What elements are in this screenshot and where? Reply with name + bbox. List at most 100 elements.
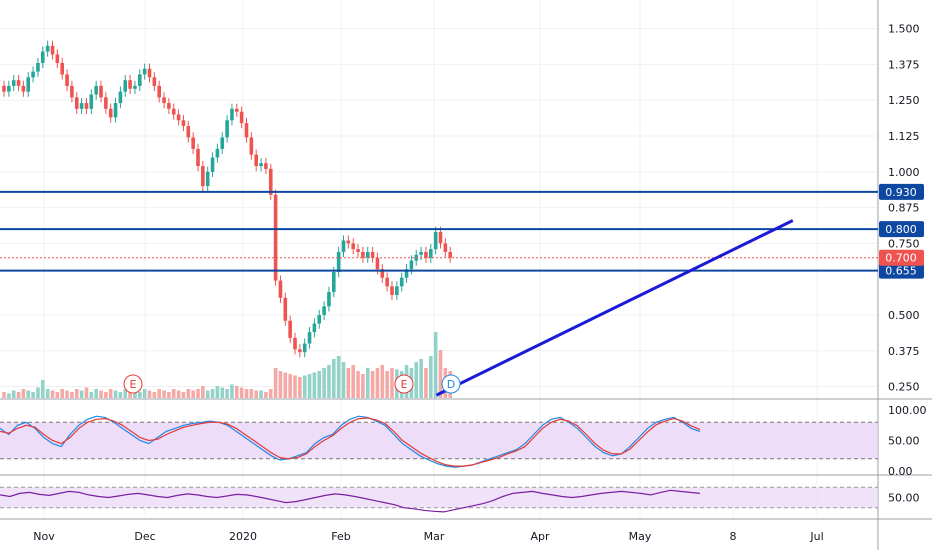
event-marker-e-1[interactable] xyxy=(394,374,414,394)
volume-bar-12 xyxy=(60,389,64,398)
candle-body-9 xyxy=(45,45,50,52)
candle-body-55 xyxy=(268,168,273,195)
level-tag-2 xyxy=(879,262,924,279)
time-tick-5: Apr xyxy=(530,530,550,543)
candle-body-40 xyxy=(196,148,200,167)
candle-body-80 xyxy=(390,286,394,295)
candle-body-73 xyxy=(356,249,360,252)
level-label-0: 0.930 xyxy=(885,186,917,199)
time-tick-6: May xyxy=(629,530,652,543)
event-marker-e-0[interactable] xyxy=(123,374,143,394)
volume-bar-52 xyxy=(254,390,258,398)
volume-bar-20 xyxy=(99,390,103,398)
volume-bar-26 xyxy=(128,390,132,398)
candle-body-60 xyxy=(293,337,297,350)
volume-bar-61 xyxy=(298,377,302,398)
candle-body-15 xyxy=(74,97,79,109)
volume-bar-9 xyxy=(45,389,50,398)
volume-bar-39 xyxy=(191,390,195,398)
volume-bar-41 xyxy=(201,386,205,398)
volume-bar-44 xyxy=(215,386,220,398)
volume-bar-55 xyxy=(268,389,273,398)
candle-body-7 xyxy=(36,62,40,72)
volume-bar-32 xyxy=(157,389,161,398)
candle-body-51 xyxy=(249,137,254,155)
candle-body-53 xyxy=(259,163,263,167)
candle-body-38 xyxy=(186,125,191,138)
volume-bar-35 xyxy=(171,389,176,398)
volume-bar-7 xyxy=(36,387,40,398)
price-tick-1: 1.375 xyxy=(888,58,920,71)
price-tick-5: 0.875 xyxy=(888,202,920,215)
time-tick-8: Jul xyxy=(809,530,823,543)
volume-bar-23 xyxy=(113,390,118,398)
candle-body-41 xyxy=(201,166,205,187)
volume-bar-54 xyxy=(264,392,268,398)
price-tick-8: 0.375 xyxy=(888,345,920,358)
event-marker-d-2[interactable] xyxy=(441,374,461,394)
level-tag-1 xyxy=(879,221,924,238)
candle-body-23 xyxy=(113,103,118,118)
volume-bar-70 xyxy=(341,362,346,398)
candle-body-3 xyxy=(16,80,21,86)
trendline xyxy=(435,219,794,397)
candle-body-68 xyxy=(332,272,336,293)
stoch-line-0 xyxy=(0,415,701,468)
volume-bar-21 xyxy=(104,392,108,398)
candle-body-5 xyxy=(26,77,31,92)
volume-bar-48 xyxy=(235,386,239,398)
volume-bar-33 xyxy=(162,390,166,398)
volume-bar-14 xyxy=(70,392,74,398)
candle-body-56 xyxy=(273,194,278,281)
candle-body-67 xyxy=(327,292,331,307)
candle-body-29 xyxy=(142,68,147,75)
volume-bar-25 xyxy=(123,389,128,398)
volume-bar-74 xyxy=(361,374,365,398)
stoch-band-fill xyxy=(0,422,878,459)
candle-body-27 xyxy=(133,85,137,89)
rsi-panel: 50.00 xyxy=(0,486,920,513)
volume-bar-28 xyxy=(138,392,142,398)
candle-body-49 xyxy=(239,111,244,124)
candle-body-34 xyxy=(167,103,171,109)
candle-body-1 xyxy=(7,85,11,92)
candle-body-50 xyxy=(244,123,249,138)
price-tick-4: 1.000 xyxy=(888,166,920,179)
candle-body-62 xyxy=(302,343,307,353)
candle-body-10 xyxy=(50,45,55,55)
volume-bar-1 xyxy=(7,393,11,398)
candle-body-61 xyxy=(298,349,302,353)
stochastic-panel: 100.00 50.00 0.00 xyxy=(0,404,927,478)
volume-bar-36 xyxy=(176,390,181,398)
candle-body-52 xyxy=(254,154,258,167)
volume-bar-87 xyxy=(424,368,428,398)
price-tick-3: 1.125 xyxy=(888,130,920,143)
volume-bar-22 xyxy=(108,389,113,398)
volume-bar-38 xyxy=(186,389,191,398)
volume-bar-6 xyxy=(31,392,35,398)
candle-body-31 xyxy=(152,77,157,86)
last-price-label: 0.700 xyxy=(885,252,917,265)
volume-bar-58 xyxy=(283,372,288,398)
volume-bar-85 xyxy=(414,362,419,398)
candle-body-11 xyxy=(55,54,60,63)
price-tick-7: 0.500 xyxy=(888,309,920,322)
candle-body-28 xyxy=(138,74,142,86)
level-label-1: 0.800 xyxy=(885,223,917,236)
candle-body-18 xyxy=(89,94,94,109)
volume-bar-77 xyxy=(375,368,380,398)
candle-body-42 xyxy=(205,171,210,187)
candle-body-66 xyxy=(322,306,326,315)
volume-bar-16 xyxy=(79,390,84,398)
candle-body-72 xyxy=(351,243,355,250)
volume-bar-63 xyxy=(307,374,312,398)
candle-body-32 xyxy=(157,85,161,98)
event-letter-1: E xyxy=(401,378,408,391)
rsi-band-fill xyxy=(0,487,878,508)
candle-body-90 xyxy=(438,231,443,244)
volume-bar-47 xyxy=(230,384,234,398)
volume-bar-18 xyxy=(89,392,94,398)
event-letter-2: D xyxy=(447,378,455,391)
